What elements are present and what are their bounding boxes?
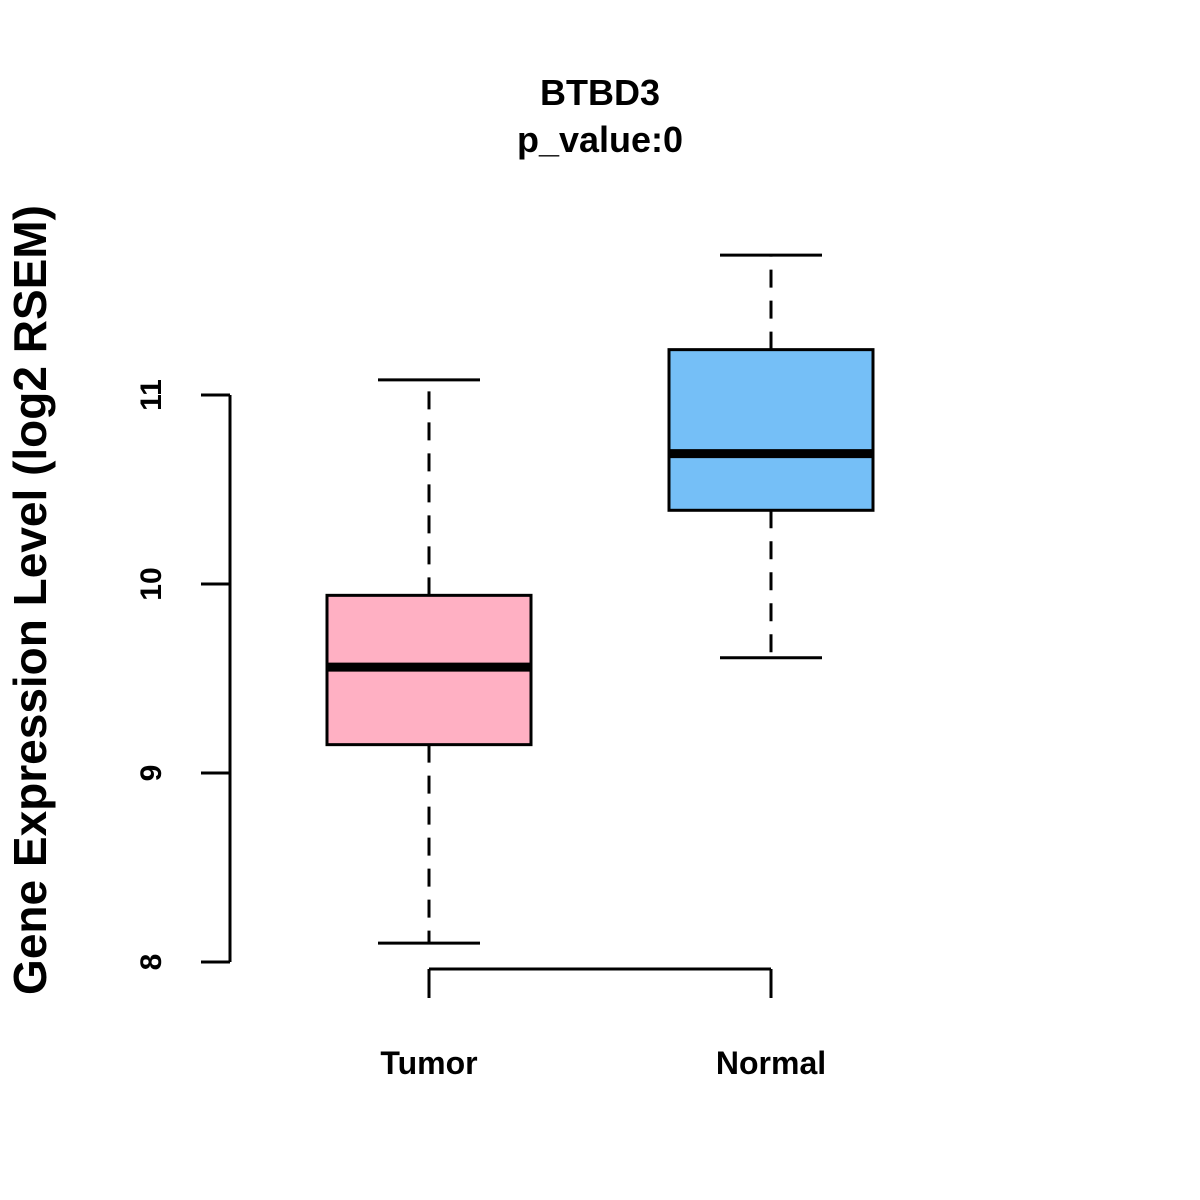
x-tick-label: Tumor — [380, 1045, 477, 1081]
y-tick-label: 11 — [135, 379, 168, 411]
y-axis: 8 9 10 11 — [135, 379, 232, 971]
box-normal — [667, 253, 875, 660]
x-axis: Tumor Normal — [380, 967, 826, 1081]
y-tick-label: 9 — [135, 765, 168, 782]
boxes-layer — [325, 253, 875, 945]
y-tick-label: 8 — [135, 954, 168, 971]
y-axis-label: Gene Expression Level (log2 RSEM) — [4, 205, 56, 995]
box-tumor — [325, 378, 533, 945]
x-tick-label: Normal — [716, 1045, 826, 1081]
y-tick-label: 10 — [135, 567, 168, 600]
iqr-box — [667, 348, 875, 512]
chart-subtitle: p_value:0 — [517, 119, 683, 160]
chart-title: BTBD3 — [540, 72, 660, 113]
